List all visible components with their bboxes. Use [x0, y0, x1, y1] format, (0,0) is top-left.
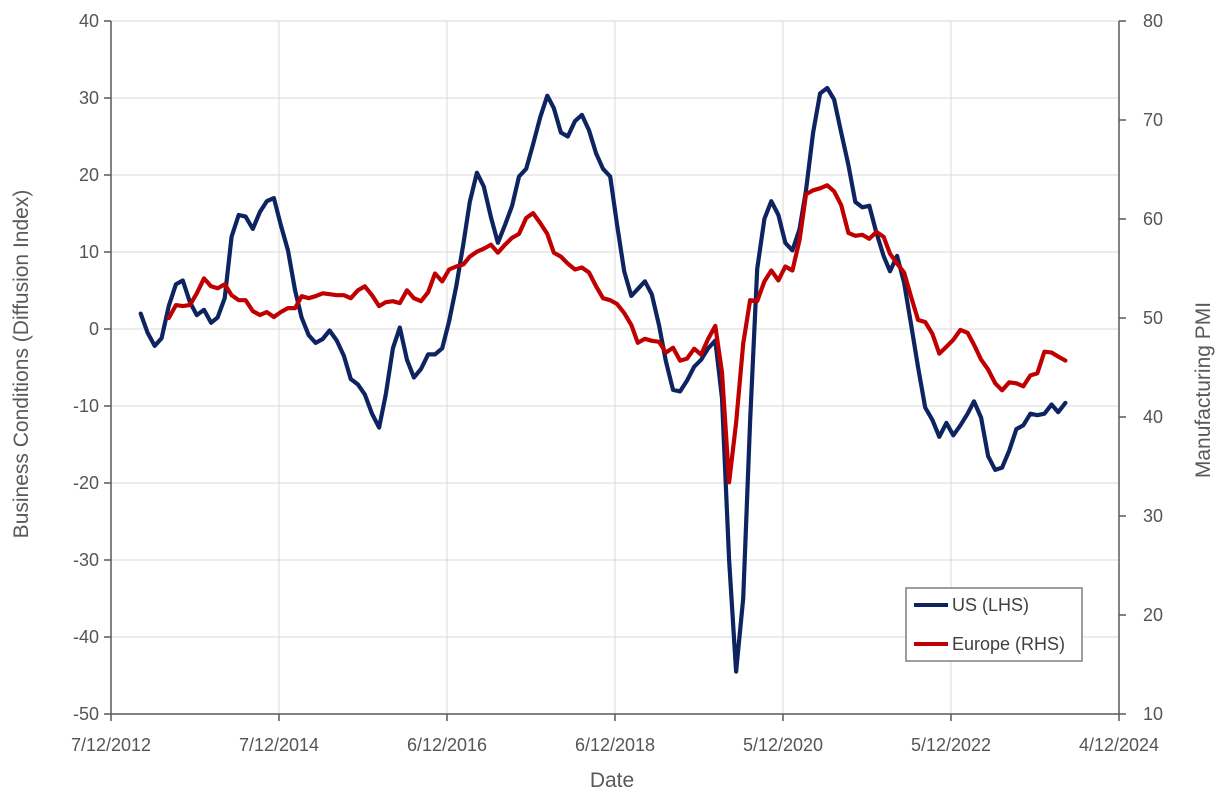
- tick-label-left: 40: [79, 11, 99, 31]
- tick-label-right: 70: [1143, 110, 1163, 130]
- tick-label-left: -30: [73, 550, 99, 570]
- tick-label-right: 20: [1143, 605, 1163, 625]
- tick-label-left: -10: [73, 396, 99, 416]
- legend-label-europe: Europe (RHS): [952, 634, 1065, 654]
- tick-label-left: 30: [79, 88, 99, 108]
- y-axis-title: Business Conditions (Diffusion Index): [10, 190, 33, 539]
- tick-label-right: 40: [1143, 407, 1163, 427]
- x-axis-ticks: 7/12/2012 7/12/2014 6/12/2016 6/12/2018 5/12…: [71, 714, 1159, 755]
- series-line-us: [138, 85, 1068, 674]
- tick-label-left: 10: [79, 242, 99, 262]
- tick-label-right: 60: [1143, 209, 1163, 229]
- tick-label-left: -40: [73, 627, 99, 647]
- tick-label-right: 80: [1143, 11, 1163, 31]
- tick-label-x: 5/12/2020: [743, 735, 823, 755]
- right-axis-ticks: 10 20 30 40 50 60 70 80: [1119, 11, 1163, 724]
- tick-label-x: 6/12/2016: [407, 735, 487, 755]
- x-axis-title: Date: [590, 769, 634, 792]
- series-lines: [138, 85, 1068, 674]
- tick-label-left: -50: [73, 704, 99, 724]
- tick-label-x: 5/12/2022: [911, 735, 991, 755]
- tick-label-x: 4/12/2024: [1079, 735, 1159, 755]
- tick-label-right: 30: [1143, 506, 1163, 526]
- tick-label-x: 7/12/2012: [71, 735, 151, 755]
- gridlines: [111, 20, 1119, 715]
- tick-label-x: 6/12/2018: [575, 735, 655, 755]
- left-axis-ticks: -50 -40 -30 -20 -10 0 10 20 30 40: [73, 11, 111, 724]
- series-line-europe: [166, 183, 1068, 485]
- tick-label-left: 0: [89, 319, 99, 339]
- tick-label-left: -20: [73, 473, 99, 493]
- tick-label-left: 20: [79, 165, 99, 185]
- legend-label-us: US (LHS): [952, 595, 1029, 615]
- tick-label-right: 50: [1143, 308, 1163, 328]
- legend: US (LHS) Europe (RHS): [905, 587, 1083, 662]
- tick-label-right: 10: [1143, 704, 1163, 724]
- y2-axis-title: Manufacturing PMI: [1192, 302, 1215, 478]
- legend-box: [905, 587, 1083, 662]
- tick-label-x: 7/12/2014: [239, 735, 319, 755]
